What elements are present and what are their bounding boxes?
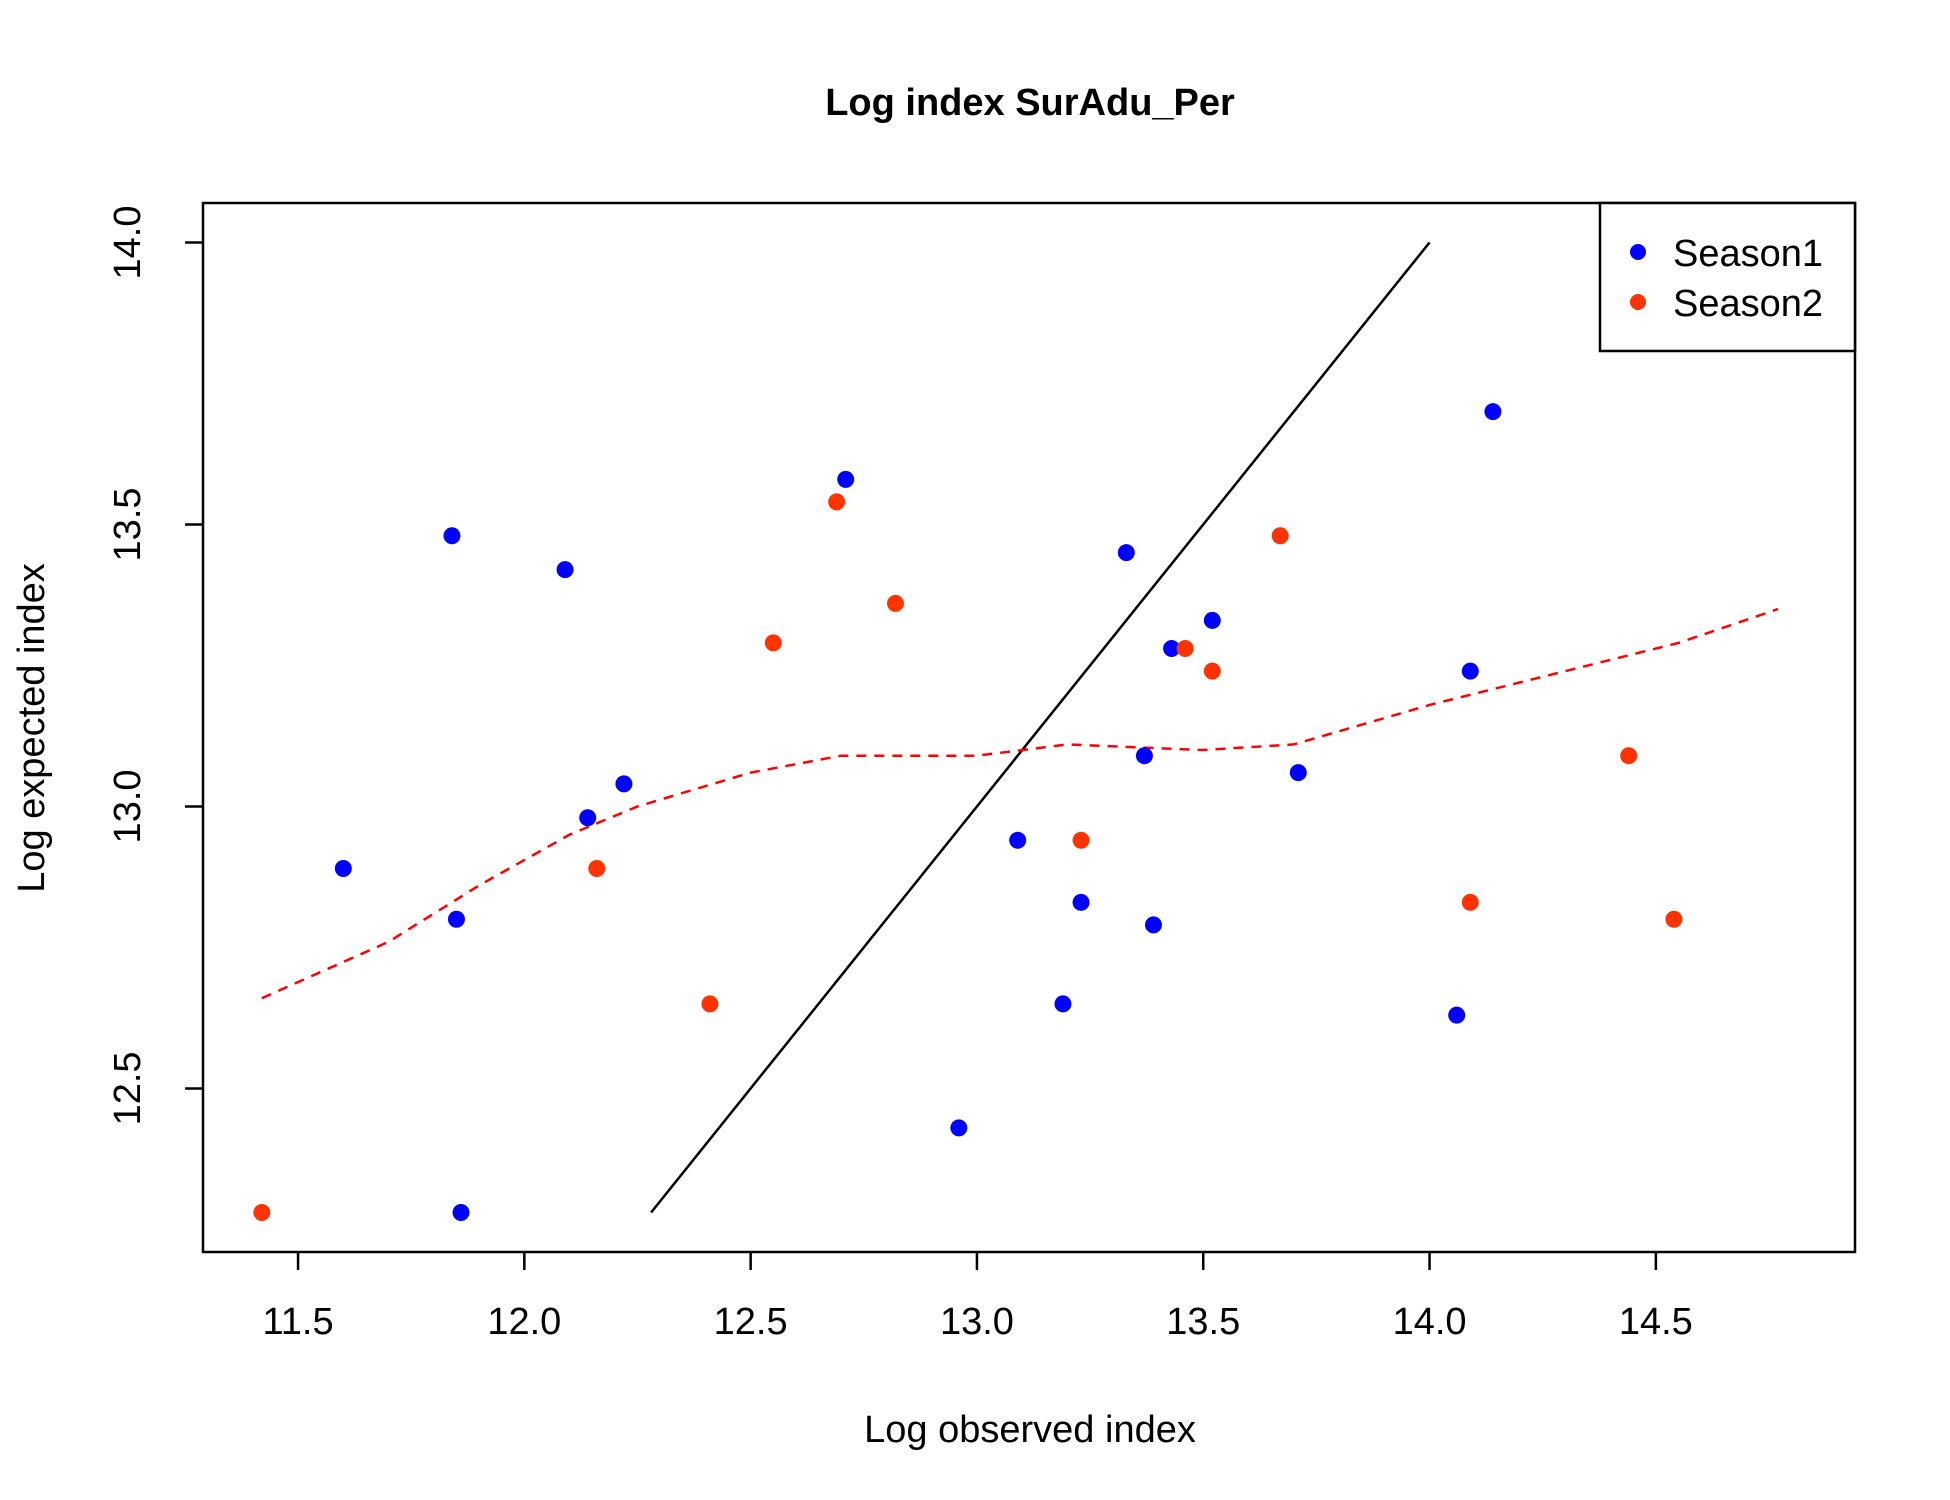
data-point-season2 (1271, 527, 1289, 545)
legend-marker-season1 (1630, 244, 1646, 260)
chart-title: Log index SurAdu_Per (825, 82, 1235, 124)
y-tick-label: 13.5 (107, 487, 149, 561)
data-point-season1 (837, 470, 855, 488)
data-point-season2 (1203, 662, 1221, 680)
data-point-season2 (1072, 831, 1090, 849)
data-point-season2 (588, 859, 606, 877)
reference-line (650, 241, 1431, 1214)
data-point-season1 (1009, 831, 1027, 849)
x-tick-label: 11.5 (262, 1301, 333, 1343)
data-point-season1 (1135, 747, 1153, 765)
chart-lines (261, 241, 1779, 1214)
data-point-season1 (1203, 611, 1221, 629)
y-axis: 12.5 13.0 13.5 14.0 (107, 205, 203, 1125)
data-point-season1 (1054, 995, 1072, 1013)
legend-label-season1: Season1 (1673, 233, 1823, 275)
data-point-season1 (1163, 640, 1181, 658)
data-point-season1 (1461, 662, 1479, 680)
x-tick-label: 13.0 (940, 1301, 1014, 1343)
data-point-season1 (1117, 544, 1135, 562)
data-point-season1 (950, 1119, 968, 1137)
data-point-season2 (764, 634, 782, 652)
data-point-season1 (1484, 403, 1502, 421)
x-tick-label: 12.5 (714, 1301, 788, 1343)
data-point-season1 (1072, 893, 1090, 911)
y-tick-label: 14.0 (107, 205, 149, 279)
data-point-season1 (615, 775, 633, 793)
data-point-season1 (443, 527, 461, 545)
x-tick-label: 14.0 (1393, 1301, 1467, 1343)
legend-box (1598, 201, 1857, 353)
data-point-season2 (253, 1204, 271, 1222)
data-point-season2 (828, 493, 846, 511)
legend-label-season2: Season2 (1673, 283, 1823, 325)
y-axis-label: Log expected index (11, 563, 53, 893)
data-point-season2 (886, 594, 904, 612)
data-point-season1 (1144, 916, 1162, 934)
x-tick-label: 14.5 (1619, 1301, 1693, 1343)
y-tick-label: 12.5 (107, 1051, 149, 1125)
y-tick-label: 13.0 (107, 769, 149, 843)
data-point-season1 (1448, 1006, 1466, 1024)
legend: Season1 Season2 (1598, 201, 1857, 353)
smooth-trend-line (261, 607, 1779, 1000)
legend-marker-season2 (1630, 294, 1646, 310)
x-tick-label: 12.0 (487, 1301, 561, 1343)
x-axis-label: Log observed index (864, 1409, 1196, 1451)
plot-frame (201, 201, 1857, 1254)
x-axis: 11.5 12.0 12.5 13.0 13.5 14.0 14.5 (262, 1252, 1693, 1343)
data-point-season1 (1289, 764, 1307, 782)
data-point-season2 (701, 995, 719, 1013)
data-point-season2 (1665, 910, 1683, 928)
x-tick-label: 13.5 (1166, 1301, 1240, 1343)
data-point-season1 (556, 561, 574, 579)
data-point-season2 (1620, 747, 1638, 765)
chart-points (253, 403, 1683, 1222)
data-point-season2 (1461, 893, 1479, 911)
data-point-season1 (579, 809, 597, 827)
data-point-season2 (1176, 640, 1194, 658)
data-point-season1 (334, 859, 352, 877)
data-point-season1 (447, 910, 465, 928)
data-point-season1 (452, 1204, 470, 1222)
